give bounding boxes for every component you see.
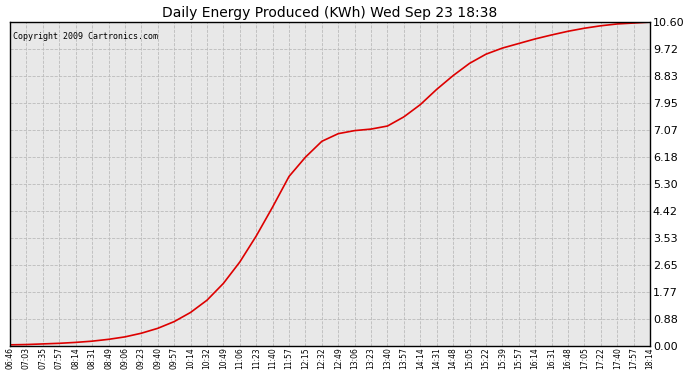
Text: Copyright 2009 Cartronics.com: Copyright 2009 Cartronics.com	[13, 32, 158, 41]
Title: Daily Energy Produced (KWh) Wed Sep 23 18:38: Daily Energy Produced (KWh) Wed Sep 23 1…	[162, 6, 497, 20]
